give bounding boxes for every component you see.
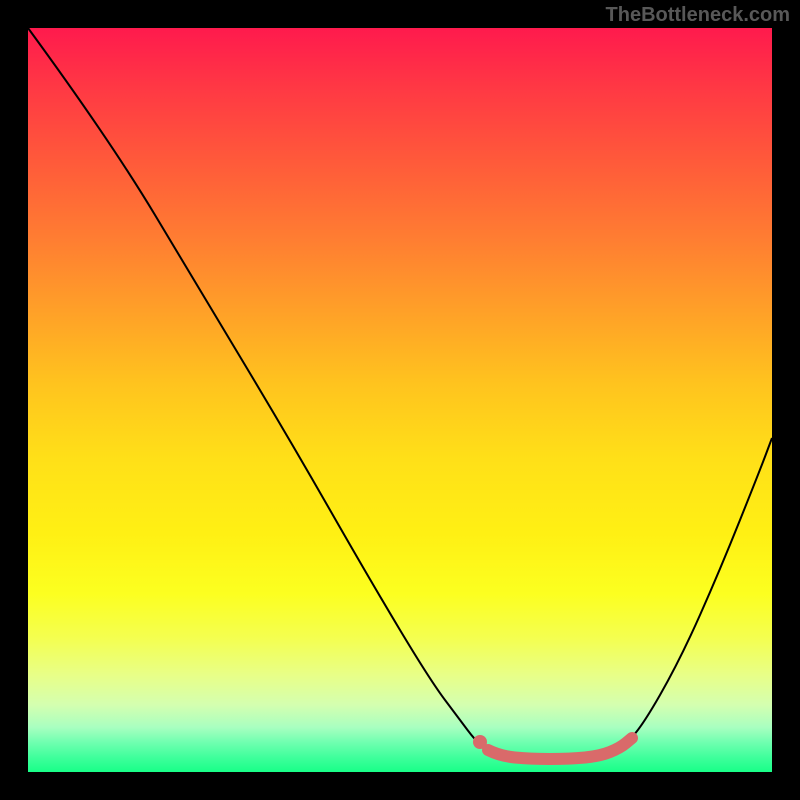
flat-segment-highlight [488, 738, 632, 759]
attribution-label: TheBottleneck.com [606, 4, 790, 27]
marker-dot [473, 735, 487, 749]
bottleneck-curve [28, 28, 772, 758]
chart-container: TheBottleneck.com [0, 0, 800, 800]
curve-layer [0, 0, 800, 800]
